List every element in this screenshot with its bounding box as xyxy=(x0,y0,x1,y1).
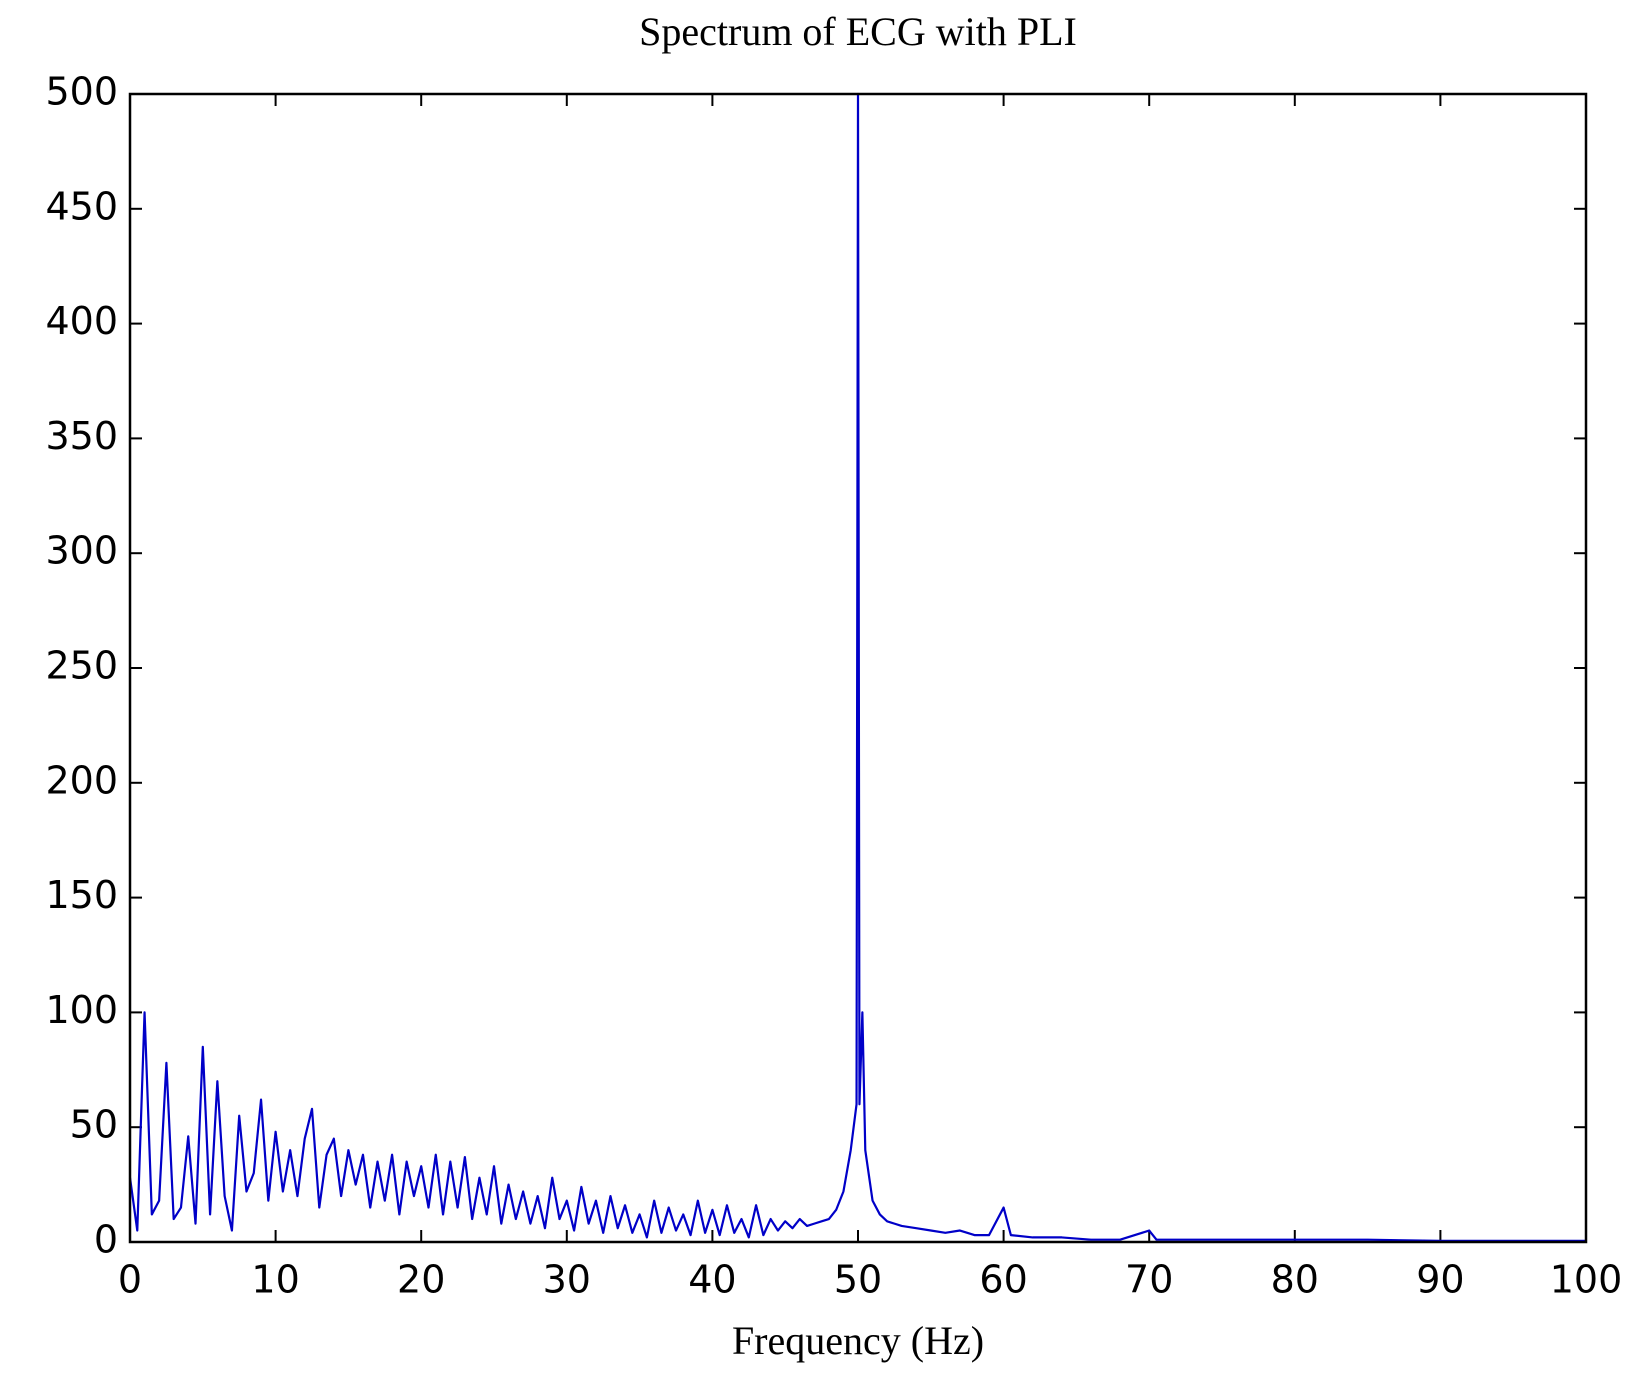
x-tick-label: 60 xyxy=(979,1258,1027,1302)
x-tick-label: 90 xyxy=(1416,1258,1464,1302)
y-tick-label: 500 xyxy=(45,70,118,114)
x-tick-label: 20 xyxy=(397,1258,445,1302)
spectrum-line xyxy=(128,92,1586,1242)
y-tick-label: 400 xyxy=(45,299,118,343)
x-tick-label: 40 xyxy=(688,1258,736,1302)
x-tick-label: 100 xyxy=(1550,1258,1623,1302)
chart-title: Spectrum of ECG with PLI xyxy=(639,9,1077,54)
plot-frame xyxy=(128,92,1588,1244)
x-tick-label: 30 xyxy=(543,1258,591,1302)
x-tick-label: 50 xyxy=(834,1258,882,1302)
y-tick-label: 450 xyxy=(45,184,118,228)
x-tick-label: 80 xyxy=(1271,1258,1319,1302)
x-tick-label: 10 xyxy=(251,1258,299,1302)
y-tick-label: 100 xyxy=(45,988,118,1032)
y-tick-label: 300 xyxy=(45,529,118,573)
y-tick-label: 0 xyxy=(94,1218,118,1262)
y-tick-label: 150 xyxy=(45,873,118,917)
x-axis-label: Frequency (Hz) xyxy=(732,1318,984,1363)
y-tick-label: 200 xyxy=(45,758,118,802)
y-tick-label: 250 xyxy=(45,644,118,688)
y-tick-label: 350 xyxy=(45,414,118,458)
x-tick-label: 70 xyxy=(1125,1258,1173,1302)
x-tick-label: 0 xyxy=(118,1258,142,1302)
y-tick-label: 50 xyxy=(70,1103,118,1147)
